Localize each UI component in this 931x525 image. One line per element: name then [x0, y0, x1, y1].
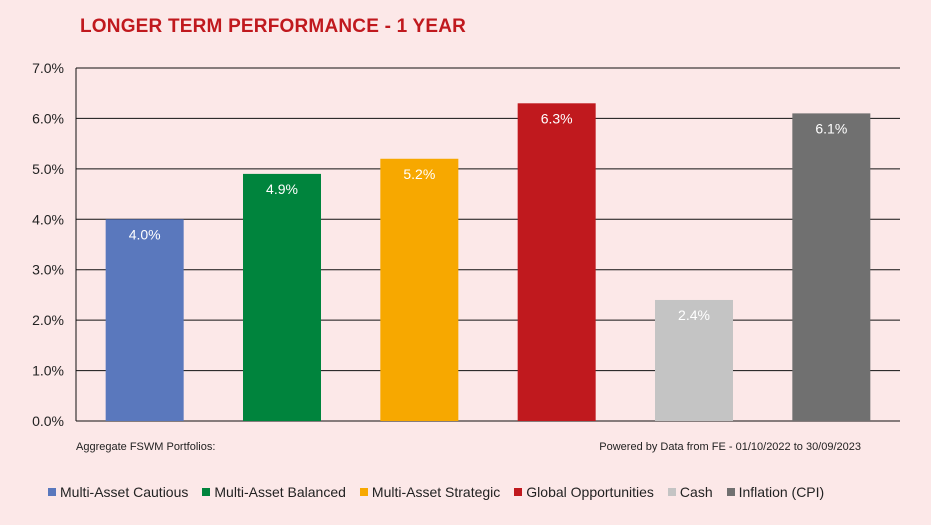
bar — [655, 299, 733, 421]
bar — [380, 158, 459, 421]
legend-label: Multi-Asset Cautious — [60, 484, 189, 500]
y-tick-label: 4.0% — [32, 211, 64, 227]
bar-value-label: 4.0% — [129, 226, 161, 242]
bar — [517, 103, 596, 422]
legend-item: Multi-Asset Cautious — [48, 484, 188, 500]
y-tick-label: 6.0% — [32, 110, 64, 126]
legend-swatch — [726, 488, 735, 496]
bar-value-label: 2.4% — [678, 307, 710, 323]
legend-item: Multi-Asset Balanced — [202, 484, 346, 500]
legend-item: Global Opportunities — [514, 484, 654, 500]
legend-swatch — [359, 488, 368, 496]
legend-swatch — [48, 488, 56, 496]
legend-label: Global Opportunities — [526, 484, 654, 500]
y-tick-label: 2.0% — [32, 312, 64, 328]
bar — [105, 219, 184, 421]
bar-value-label: 4.9% — [266, 181, 298, 197]
bar-value-label: 5.2% — [403, 166, 435, 182]
legend-swatch — [667, 488, 676, 496]
y-tick-label: 7.0% — [32, 60, 64, 76]
chart-legend: Multi-Asset Cautious Multi-Asset Balanced… — [48, 484, 838, 500]
legend-label: Multi-Asset Strategic — [371, 484, 501, 500]
chart-title: LONGER TERM PERFORMANCE - 1 YEAR — [80, 16, 467, 37]
footnote-left: Aggregate FSWM Portfolios: — [76, 441, 216, 453]
legend-label: Inflation (CPI) — [738, 484, 825, 500]
bar-value-label: 6.1% — [815, 120, 847, 136]
legend-swatch — [514, 488, 523, 496]
legend-label: Multi-Asset Balanced — [214, 484, 346, 500]
y-tick-label: 3.0% — [32, 262, 64, 278]
legend-item: Multi-Asset Strategic — [359, 484, 501, 500]
bar-chart: 0.0% 1.0% 2.0% 3.0% 4.0% 5.0% 6.0% 7.0% 4.0% 4.9%… — [32, 60, 900, 429]
y-tick-label: 1.0% — [32, 363, 64, 379]
y-tick-label: 5.0% — [32, 161, 64, 177]
legend-label: Cash — [679, 484, 713, 500]
footnote-right: Powered by Data from FE - 01/10/2022 to … — [599, 441, 861, 453]
bar-value-label: 6.3% — [541, 110, 573, 126]
legend-item: Inflation (CPI) — [726, 484, 825, 500]
bar — [792, 113, 871, 421]
legend-item: Cash — [667, 484, 713, 500]
bar — [243, 173, 321, 421]
y-tick-label: 0.0% — [32, 413, 64, 429]
legend-swatch — [202, 488, 211, 496]
